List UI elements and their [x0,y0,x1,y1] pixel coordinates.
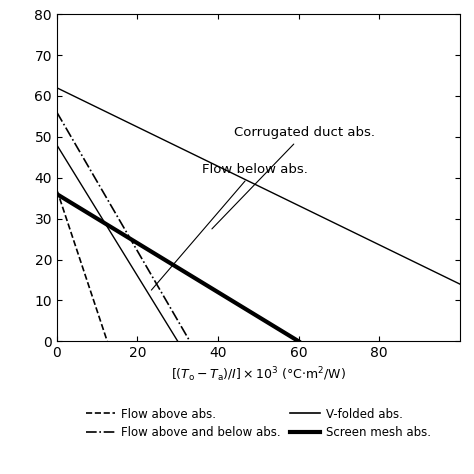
Text: Flow below abs.: Flow below abs. [151,163,308,290]
Legend: Flow above abs., Flow above and below abs., V-folded abs., Screen mesh abs.: Flow above abs., Flow above and below ab… [81,403,436,444]
Text: Corrugated duct abs.: Corrugated duct abs. [212,126,375,229]
X-axis label: $[(T_\mathrm{o}-T_\mathrm{a})/I]\times10^3$ ($\degree$C$\cdot$m$^2$/W): $[(T_\mathrm{o}-T_\mathrm{a})/I]\times10… [171,366,346,384]
